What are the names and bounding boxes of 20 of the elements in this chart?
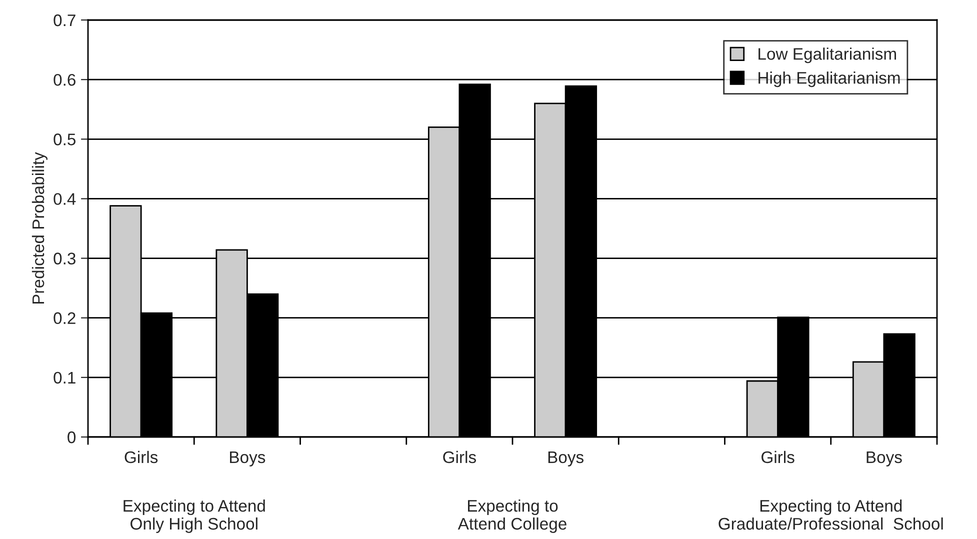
y-tick-label: 0.1 [54,372,76,384]
y-axis-title: Predicted Probability [32,152,48,304]
x-tick-label: Boys [866,452,902,466]
y-tick-label: 0.6 [54,74,76,86]
y-tick-label: 0.7 [54,14,76,26]
x-tick-label: Girls [124,450,158,464]
y-tick-label: 0.5 [54,134,76,146]
legend-label: High Egalitarianism [758,72,900,88]
y-tick-label: 0 [68,431,76,444]
x-tick-label: Boys [230,452,266,466]
text: Expecting to Attend College [458,500,566,533]
x-tick-label: Girls [443,450,476,464]
y-tick-label: 0.4 [54,193,76,205]
y-tick-label: 0.3 [54,252,76,264]
legend-label: Low Egalitarianism [758,48,896,64]
x-tick-label: Boys [548,452,584,466]
text: Expecting to Attend Only High School [124,500,265,533]
y-tick-label: 0.2 [54,312,76,324]
x-tick-label: Girls [762,450,794,464]
text: Expecting to Attend Graduate/Professional School [718,500,943,530]
